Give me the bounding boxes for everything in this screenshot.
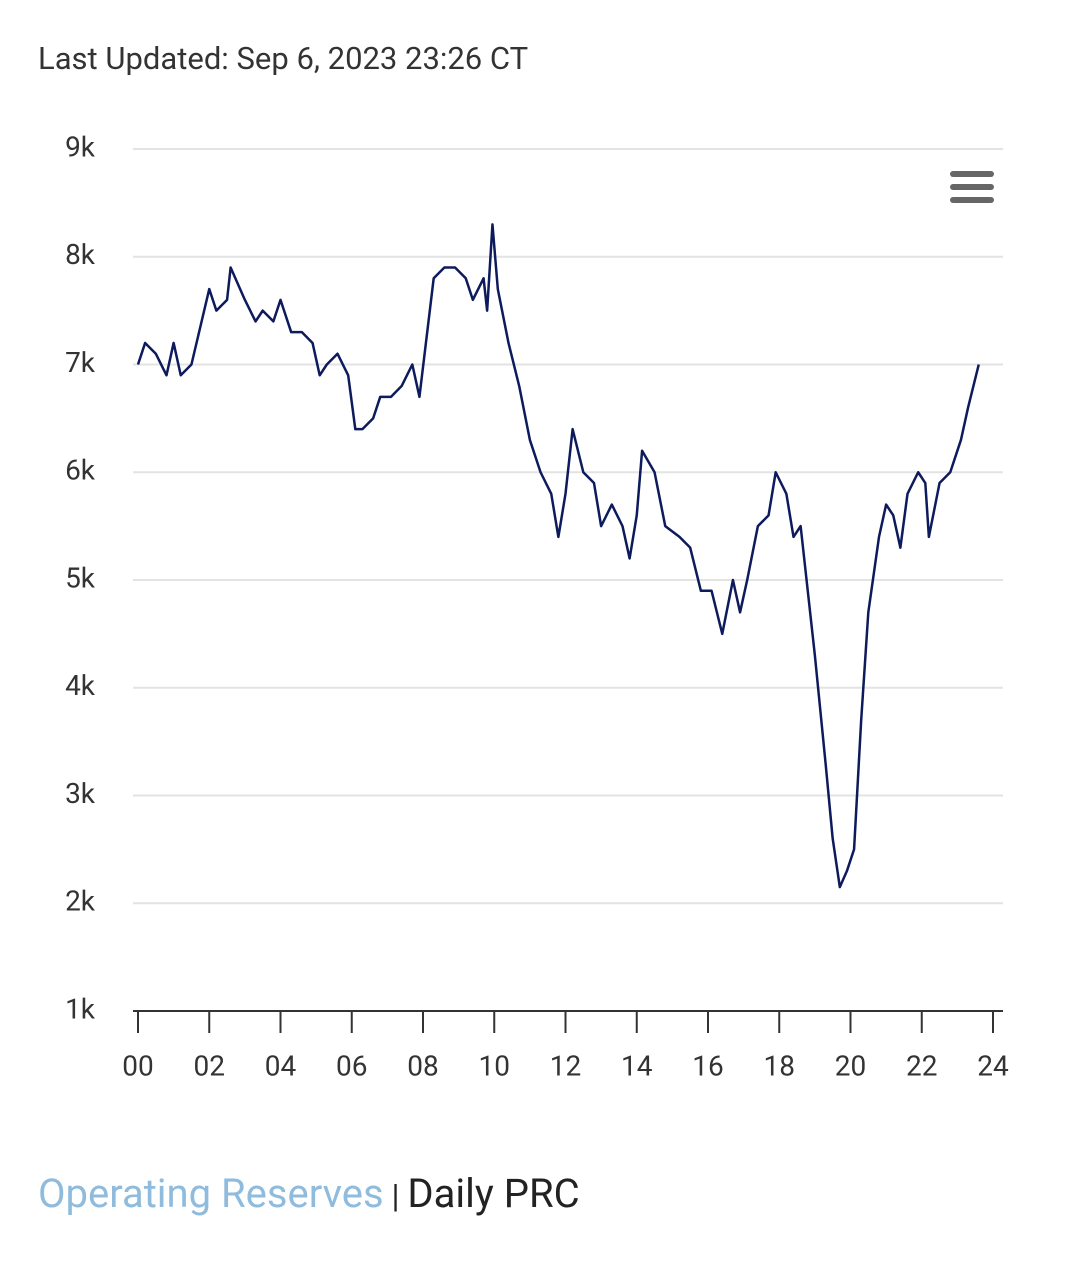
y-tick-label: 2k [65, 885, 96, 918]
y-tick-label: 6k [65, 454, 96, 487]
x-tick-label: 02 [194, 1049, 225, 1082]
y-tick-label: 4k [65, 669, 96, 702]
x-tick-label: 08 [407, 1049, 438, 1082]
x-tick-label: 00 [122, 1049, 153, 1082]
current-page: Daily PRC [407, 1170, 580, 1217]
y-tick-label: 8k [65, 238, 96, 271]
menu-icon[interactable] [950, 171, 994, 203]
x-tick-label: 16 [692, 1049, 723, 1082]
x-tick-label: 14 [621, 1049, 653, 1082]
x-tick-label: 20 [835, 1049, 866, 1082]
last-updated: Last Updated: Sep 6, 2023 23:26 CT [38, 40, 529, 77]
y-tick-label: 1k [65, 992, 96, 1025]
y-tick-label: 3k [65, 777, 96, 810]
x-tick-label: 22 [906, 1049, 937, 1082]
x-tick-label: 10 [479, 1049, 510, 1082]
x-tick-label: 04 [265, 1049, 297, 1082]
y-tick-label: 9k [65, 130, 96, 163]
operating-reserves-link[interactable]: Operating Reserves [38, 1170, 384, 1217]
x-tick-label: 18 [764, 1049, 795, 1082]
footer: Operating Reserves | Daily PRC [38, 1170, 580, 1217]
x-tick-label: 24 [977, 1049, 1009, 1082]
y-tick-label: 7k [65, 346, 96, 379]
x-tick-label: 06 [336, 1049, 367, 1082]
chart: 1k 2k 3k 4k 5k 6k 7k 8k 9k 00 02 04 06 08 10 12 14 16 18 20… [65, 130, 1009, 1082]
line-series [136, 223, 980, 889]
separator: | [391, 1177, 400, 1215]
x-tick-label: 12 [550, 1049, 581, 1082]
y-tick-label: 5k [65, 561, 96, 594]
